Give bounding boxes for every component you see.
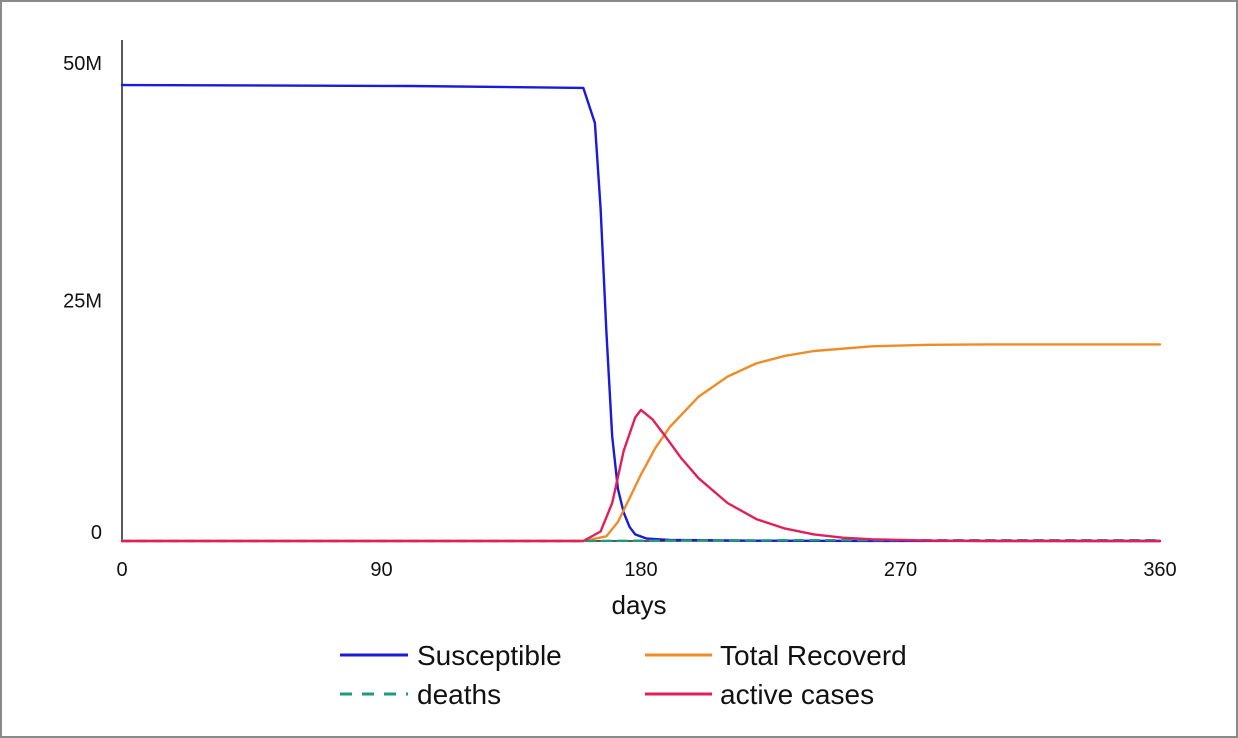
x-tick-label: 360 (1143, 559, 1176, 581)
x-tick-labels: 0 90 180 270 360 (116, 559, 1176, 581)
legend: Susceptible Total Recoverd deaths active ca… (340, 640, 907, 710)
series-line-active-cases (120, 408, 1162, 543)
legend-label: active cases (720, 679, 874, 710)
series-layer (120, 83, 1162, 543)
series-line-total-recoverd (120, 343, 1162, 543)
legend-label: deaths (417, 679, 501, 710)
x-tick-label: 90 (370, 559, 392, 581)
y-tick-label: 0 (91, 522, 102, 544)
y-tick-label: 25M (63, 291, 102, 313)
x-tick-label: 0 (116, 559, 127, 581)
legend-label: Susceptible (417, 640, 562, 671)
y-tick-label: 50M (63, 53, 102, 75)
plot-area: 0 90 180 270 360 0 25M 50M days (63, 40, 1177, 620)
x-tick-label: 270 (884, 559, 917, 581)
legend-entry-susceptible: Susceptible (340, 640, 562, 671)
legend-label: Total Recoverd (720, 640, 907, 671)
x-axis-title: days (612, 590, 667, 620)
x-tick-label: 180 (624, 559, 657, 581)
legend-entry-total-recoverd: Total Recoverd (645, 640, 907, 671)
y-tick-labels: 0 25M 50M (63, 53, 102, 544)
legend-entry-deaths: deaths (340, 679, 501, 710)
legend-entry-active-cases: active cases (645, 679, 874, 710)
